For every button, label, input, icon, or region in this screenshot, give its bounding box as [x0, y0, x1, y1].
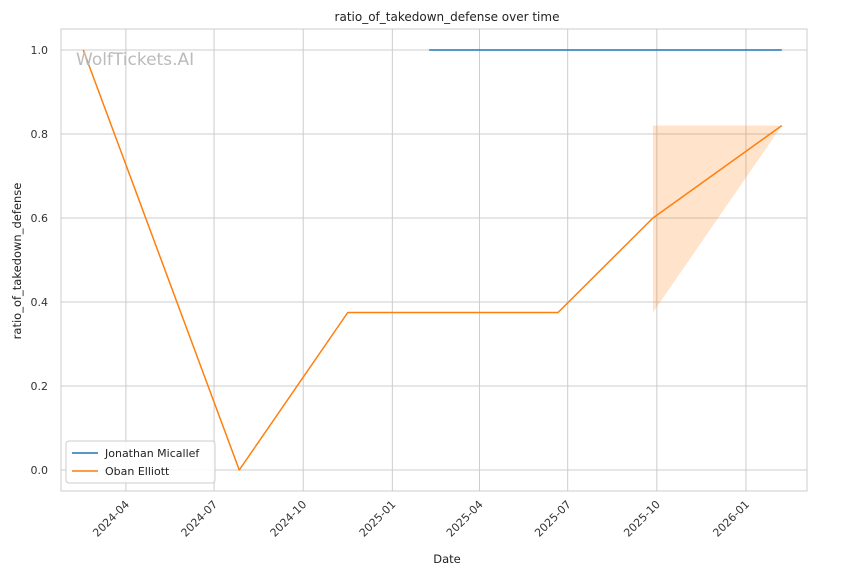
y-tick-label: 1.0	[31, 44, 49, 57]
watermark: WolfTickets.AI	[76, 50, 194, 70]
y-tick-label: 0.6	[31, 212, 49, 225]
series-line-oban-elliott	[82, 49, 783, 471]
y-axis-title: ratio_of_takedown_defense	[10, 183, 24, 340]
y-tick-label: 0.8	[31, 128, 49, 141]
y-tick-label: 0.4	[31, 296, 49, 309]
x-axis-title: Date	[433, 552, 461, 566]
y-tick-label: 0.0	[31, 464, 49, 477]
confidence-bands	[652, 125, 782, 313]
band-oban-elliott	[652, 125, 782, 313]
legend: Jonathan Micallef Oban Elliott	[65, 440, 216, 484]
plot-frame	[60, 28, 808, 492]
series-lines	[82, 49, 783, 471]
legend-label-jonathan-micallef: Jonathan Micallef	[104, 447, 200, 460]
chart-title: ratio_of_takedown_defense over time	[335, 10, 560, 24]
legend-box	[65, 440, 216, 484]
y-tick-label: 0.2	[31, 380, 49, 393]
legend-label-oban-elliott: Oban Elliott	[105, 465, 170, 478]
